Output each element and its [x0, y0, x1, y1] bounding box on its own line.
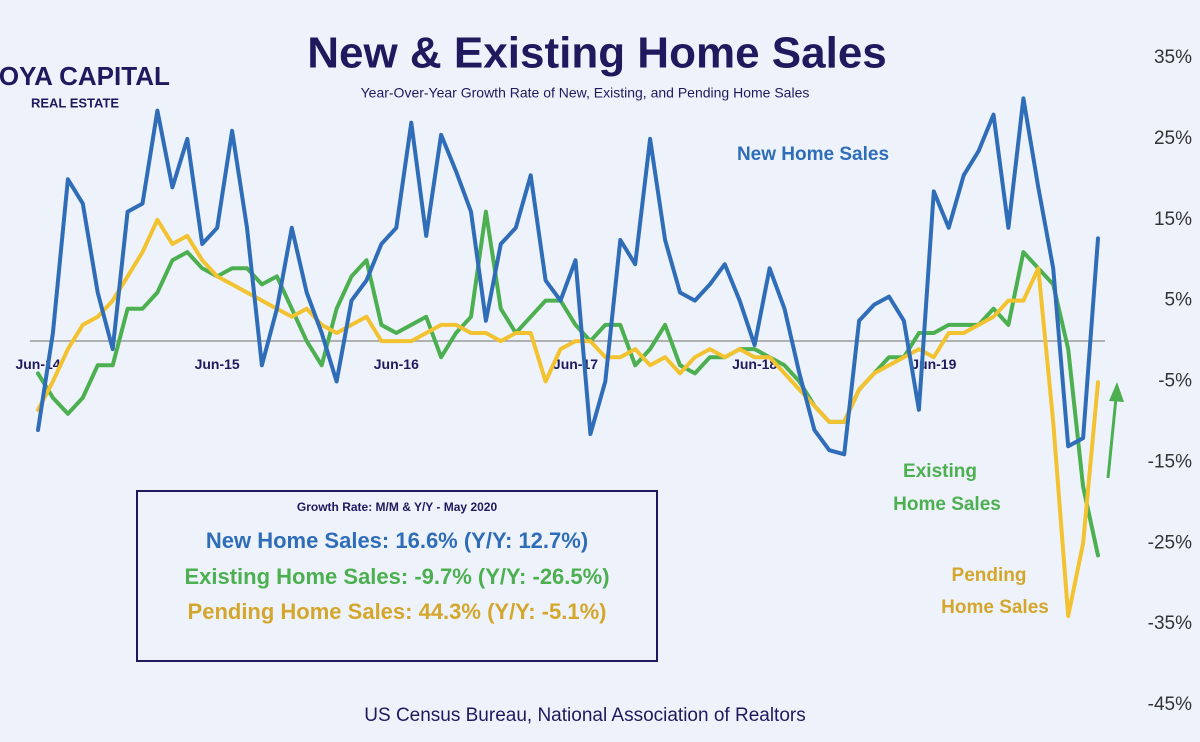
y-tick-label: -15%	[1148, 451, 1192, 472]
y-tick-label: 15%	[1154, 209, 1192, 230]
arrow-head	[1109, 382, 1124, 402]
annotation: Home Sales	[893, 494, 1001, 515]
x-tick-label: Jun-17	[553, 356, 598, 372]
x-tick-label: Jun-16	[374, 356, 419, 372]
y-tick-label: -45%	[1148, 694, 1192, 715]
logo-subtext: REAL ESTATE	[31, 95, 119, 110]
y-tick-label: -35%	[1148, 613, 1192, 634]
y-tick-label: 35%	[1154, 47, 1192, 68]
y-tick-label: -25%	[1148, 532, 1192, 553]
chart-title: New & Existing Home Sales	[307, 29, 887, 78]
source: US Census Bureau, National Association o…	[364, 705, 805, 726]
summary-line: Pending Home Sales: 44.3% (Y/Y: -5.1%)	[188, 599, 607, 624]
y-tick-label: -5%	[1158, 371, 1192, 392]
x-tick-label: Jun-14	[15, 356, 60, 372]
logo-text: HOYA CAPITAL	[0, 61, 170, 91]
summary-box	[136, 490, 658, 662]
summary-heading: Growth Rate: M/M & Y/Y - May 2020	[297, 500, 498, 514]
y-tick-label: 5%	[1165, 290, 1193, 311]
x-tick-label: Jun-15	[195, 356, 240, 372]
series-line	[36, 96, 1100, 457]
annotation: Home Sales	[941, 597, 1049, 618]
y-tick-label: 25%	[1154, 128, 1192, 149]
annotation: Existing	[903, 461, 977, 482]
summary-line: Existing Home Sales: -9.7% (Y/Y: -26.5%)	[184, 564, 609, 589]
summary-line: New Home Sales: 16.6% (Y/Y: 12.7%)	[206, 528, 588, 553]
annotation: Pending	[952, 565, 1027, 586]
x-tick-label: Jun-18	[732, 356, 777, 372]
chart-subtitle: Year-Over-Year Growth Rate of New, Exist…	[361, 85, 810, 101]
arrow	[1106, 397, 1118, 479]
annotation: New Home Sales	[737, 144, 889, 165]
